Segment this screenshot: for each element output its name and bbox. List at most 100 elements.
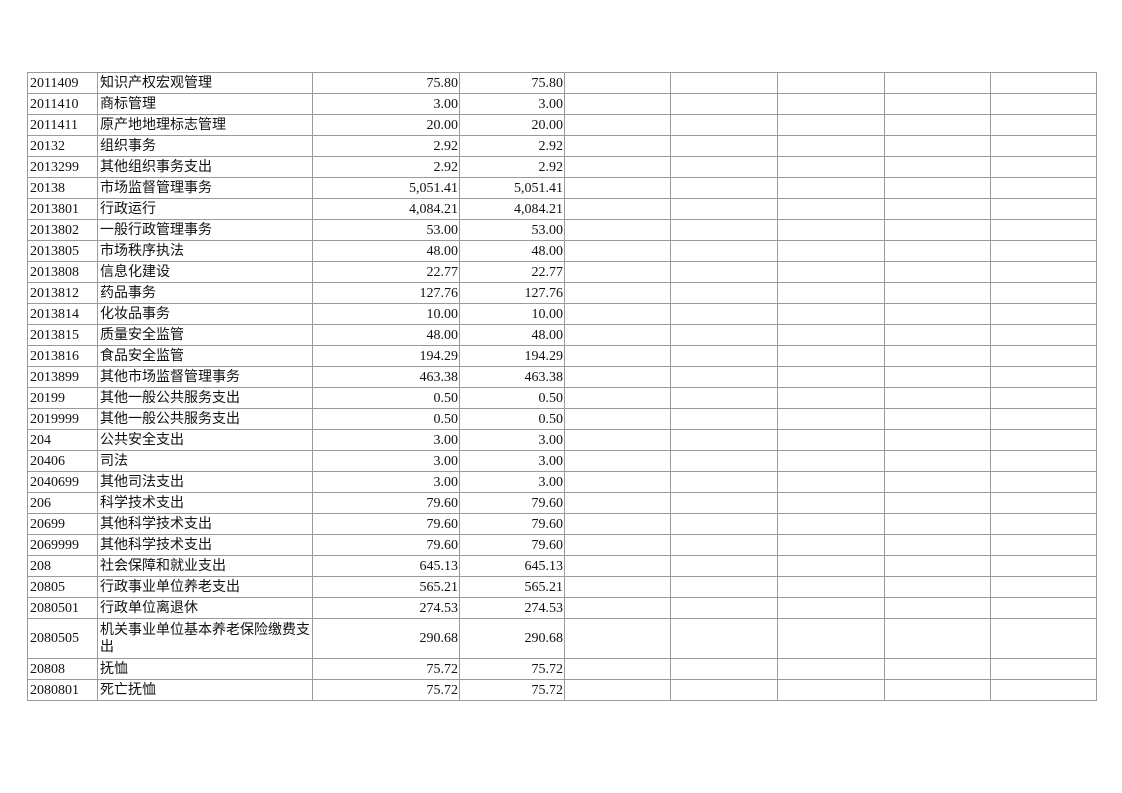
empty-cell — [564, 198, 671, 220]
amount-total-cell: 75.72 — [312, 658, 460, 680]
amount-basic-cell: 0.50 — [459, 408, 565, 430]
empty-cell — [884, 658, 991, 680]
empty-cell — [990, 198, 1097, 220]
empty-cell — [670, 471, 778, 493]
code-cell: 20406 — [27, 450, 98, 472]
empty-cell — [777, 471, 885, 493]
code-cell: 20808 — [27, 658, 98, 680]
table-row: 2019999 其他一般公共服务支出 0.50 0.50 — [27, 408, 1097, 430]
amount-total-cell: 274.53 — [312, 597, 460, 619]
empty-cell — [884, 72, 991, 94]
amount-basic-cell: 75.80 — [459, 72, 565, 94]
empty-cell — [777, 219, 885, 241]
amount-total-cell: 75.72 — [312, 679, 460, 701]
amount-basic-cell: 274.53 — [459, 597, 565, 619]
code-cell: 2013802 — [27, 219, 98, 241]
empty-cell — [670, 429, 778, 451]
empty-cell — [990, 135, 1097, 157]
empty-cell — [777, 156, 885, 178]
empty-cell — [884, 282, 991, 304]
code-cell: 20138 — [27, 177, 98, 199]
table-row: 2013805 市场秩序执法 48.00 48.00 — [27, 240, 1097, 262]
empty-cell — [564, 324, 671, 346]
empty-cell — [777, 198, 885, 220]
name-cell: 司法 — [97, 450, 313, 472]
table-row: 2013815 质量安全监管 48.00 48.00 — [27, 324, 1097, 346]
amount-basic-cell: 0.50 — [459, 387, 565, 409]
amount-total-cell: 48.00 — [312, 324, 460, 346]
table-row: 20138 市场监督管理事务 5,051.41 5,051.41 — [27, 177, 1097, 199]
empty-cell — [884, 597, 991, 619]
empty-cell — [990, 597, 1097, 619]
name-cell: 机关事业单位基本养老保险缴费支出 — [97, 618, 313, 659]
table-row: 2080801 死亡抚恤 75.72 75.72 — [27, 679, 1097, 701]
amount-total-cell: 79.60 — [312, 513, 460, 535]
empty-cell — [777, 135, 885, 157]
amount-basic-cell: 290.68 — [459, 618, 565, 659]
empty-cell — [670, 93, 778, 115]
name-cell: 行政单位离退休 — [97, 597, 313, 619]
empty-cell — [777, 303, 885, 325]
empty-cell — [990, 240, 1097, 262]
code-cell: 2080501 — [27, 597, 98, 619]
name-cell: 死亡抚恤 — [97, 679, 313, 701]
empty-cell — [990, 450, 1097, 472]
empty-cell — [990, 72, 1097, 94]
amount-total-cell: 0.50 — [312, 408, 460, 430]
table-row: 204 公共安全支出 3.00 3.00 — [27, 429, 1097, 451]
empty-cell — [670, 658, 778, 680]
code-cell: 2013815 — [27, 324, 98, 346]
empty-cell — [670, 555, 778, 577]
empty-cell — [884, 240, 991, 262]
amount-basic-cell: 48.00 — [459, 324, 565, 346]
amount-total-cell: 53.00 — [312, 219, 460, 241]
empty-cell — [777, 513, 885, 535]
amount-basic-cell: 194.29 — [459, 345, 565, 367]
empty-cell — [777, 282, 885, 304]
empty-cell — [990, 658, 1097, 680]
empty-cell — [990, 345, 1097, 367]
code-cell: 2011411 — [27, 114, 98, 136]
empty-cell — [777, 429, 885, 451]
empty-cell — [990, 114, 1097, 136]
table-row: 20805 行政事业单位养老支出 565.21 565.21 — [27, 576, 1097, 598]
empty-cell — [564, 429, 671, 451]
empty-cell — [990, 324, 1097, 346]
name-cell: 原产地地理标志管理 — [97, 114, 313, 136]
name-cell: 其他一般公共服务支出 — [97, 408, 313, 430]
empty-cell — [884, 114, 991, 136]
amount-total-cell: 290.68 — [312, 618, 460, 659]
empty-cell — [990, 387, 1097, 409]
empty-cell — [990, 408, 1097, 430]
table-row: 2011410 商标管理 3.00 3.00 — [27, 93, 1097, 115]
empty-cell — [670, 324, 778, 346]
amount-basic-cell: 75.72 — [459, 679, 565, 701]
empty-cell — [884, 679, 991, 701]
empty-cell — [990, 534, 1097, 556]
empty-cell — [884, 513, 991, 535]
table-row: 206 科学技术支出 79.60 79.60 — [27, 492, 1097, 514]
code-cell: 2019999 — [27, 408, 98, 430]
empty-cell — [670, 303, 778, 325]
empty-cell — [884, 576, 991, 598]
empty-cell — [564, 345, 671, 367]
empty-cell — [777, 324, 885, 346]
name-cell: 信息化建设 — [97, 261, 313, 283]
empty-cell — [564, 576, 671, 598]
amount-basic-cell: 127.76 — [459, 282, 565, 304]
name-cell: 其他科学技术支出 — [97, 513, 313, 535]
table-row: 2013814 化妆品事务 10.00 10.00 — [27, 303, 1097, 325]
amount-basic-cell: 2.92 — [459, 135, 565, 157]
name-cell: 其他司法支出 — [97, 471, 313, 493]
name-cell: 科学技术支出 — [97, 492, 313, 514]
name-cell: 其他一般公共服务支出 — [97, 387, 313, 409]
empty-cell — [777, 576, 885, 598]
empty-cell — [564, 156, 671, 178]
empty-cell — [990, 177, 1097, 199]
empty-cell — [990, 282, 1097, 304]
name-cell: 组织事务 — [97, 135, 313, 157]
amount-basic-cell: 79.60 — [459, 492, 565, 514]
code-cell: 2013812 — [27, 282, 98, 304]
name-cell: 药品事务 — [97, 282, 313, 304]
empty-cell — [777, 114, 885, 136]
